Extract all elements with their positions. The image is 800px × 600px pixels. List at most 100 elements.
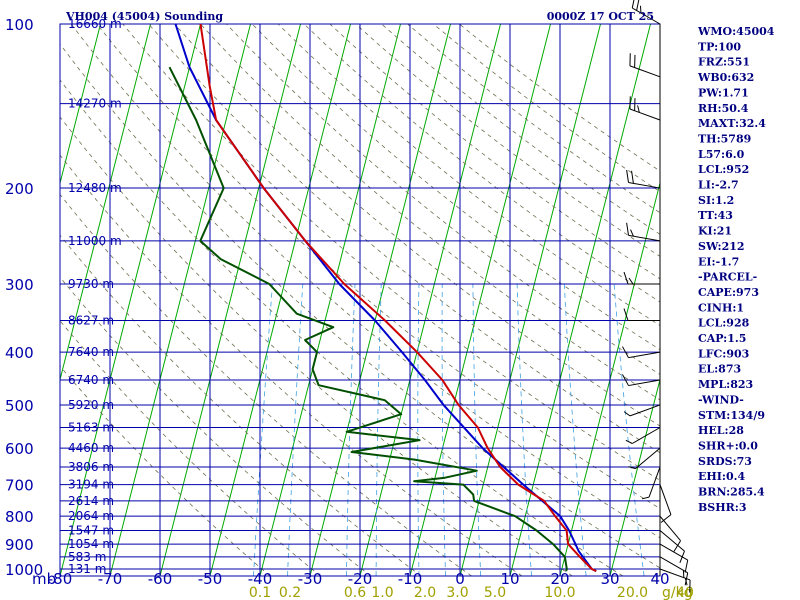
mixing-ratio-line: [375, 283, 382, 576]
isotherm-line: [359, 24, 501, 576]
index-value: EHI:0.4: [698, 470, 745, 483]
mixing-ratio-line: [346, 283, 356, 576]
mixing-ratio-label: 20.0: [617, 585, 648, 600]
wind-barb-flag: [673, 540, 681, 552]
pressure-tick-label: 700: [5, 477, 34, 495]
index-value: SRDS:73: [698, 455, 752, 468]
isotherm-line: [760, 24, 800, 576]
wind-barb-flag: [660, 514, 672, 523]
isotherm-line: [159, 24, 301, 576]
index-value: -WIND-: [698, 393, 744, 406]
wind-barb: [629, 96, 661, 121]
isotherm-line: [60, 24, 101, 186]
wind-barb-flag: [631, 0, 635, 9]
wind-barb-staff: [629, 404, 661, 417]
temperature-tick-label: 10: [500, 570, 519, 588]
temperature-tick-label: -20: [348, 570, 373, 588]
temperature-tick-label: -60: [148, 570, 173, 588]
wind-barb: [626, 222, 661, 242]
wind-barb: [641, 466, 661, 500]
pressure-tick-label: 500: [5, 397, 34, 415]
isotherm-line: [60, 24, 151, 382]
wind-barb-flag: [626, 222, 629, 236]
pressure-tick-label: 300: [5, 276, 34, 294]
dry-adiabat-line: [277, 24, 660, 327]
dry-adiabat-line: [96, 24, 660, 510]
pressure-tick-label: 900: [5, 536, 34, 554]
index-value: L57:6.0: [698, 148, 745, 161]
index-panel: WMO:45004 TP:100 FRZ:551 WB0:632 PW:1.71 RH:5…: [697, 25, 775, 514]
index-value: MPL:823: [698, 378, 753, 391]
wind-barb-staff: [632, 427, 661, 444]
height-labels: 16660 m 14270 m 12480 m 11000 m 9730 m 8627 m…: [68, 17, 122, 576]
height-label: 7640 m: [68, 345, 114, 359]
wind-barb: [659, 515, 681, 552]
temperature-tick-label: 30: [600, 570, 619, 588]
temperature-tick-label: -50: [198, 570, 223, 588]
isotherm-line: [309, 24, 451, 576]
height-label: 3194 m: [68, 478, 114, 492]
wind-barb: [659, 568, 691, 593]
pressure-tick-label: 600: [5, 440, 34, 458]
isotherm-line: [209, 24, 351, 576]
wind-barb-flag: [636, 0, 640, 11]
wind-barb-staff: [628, 182, 661, 189]
wind-barb-staff: [632, 7, 661, 25]
index-value: RH:50.4: [698, 102, 749, 115]
dry-adiabat-line: [70, 24, 660, 539]
index-value: SHR+:0.0: [698, 439, 758, 452]
wind-barb-staff: [659, 515, 681, 542]
dry-adiabat-line: [148, 24, 660, 454]
wind-barb: [623, 404, 661, 417]
index-value: MAXT:32.4: [698, 117, 766, 130]
height-label: 8627 m: [68, 314, 114, 328]
mixing-ratio-line: [287, 283, 304, 576]
height-label: 11000 m: [68, 234, 122, 248]
mixing-ratio-label: 2.0: [414, 585, 436, 600]
wind-barb-flag: [626, 169, 629, 183]
wind-barb-flag: [623, 308, 629, 321]
wind-barb-flag: [684, 578, 688, 586]
mixing-ratio-line: [417, 283, 420, 576]
index-value: SW:212: [698, 240, 745, 253]
index-value: STM:134/9: [698, 409, 765, 422]
index-value: HEL:28: [698, 424, 744, 437]
wind-barb-staff: [659, 568, 691, 581]
index-value: TP:100: [698, 40, 741, 53]
index-value: EI:-1.7: [698, 255, 739, 268]
index-value: TH:5789: [698, 132, 751, 145]
temperature-tick-label: -70: [98, 570, 123, 588]
index-value: TT:43: [698, 209, 733, 222]
wind-barb: [623, 308, 660, 322]
index-value: FRZ:551: [698, 56, 750, 69]
index-value: CINH:1: [698, 301, 744, 314]
height-label: 1054 m: [68, 537, 114, 551]
height-label: 5920 m: [68, 398, 114, 412]
index-value: WMO:45004: [697, 25, 775, 38]
wind-barb: [659, 484, 672, 523]
height-label: 5163 m: [68, 421, 114, 435]
wind-barb-staff: [659, 484, 672, 515]
height-label: 3806 m: [68, 460, 114, 474]
pressure-tick-label: 1000: [5, 561, 43, 579]
wind-barb-flag: [684, 559, 689, 573]
pressure-tick-label: 200: [5, 180, 34, 198]
dry-adiabat-line: [60, 276, 371, 576]
temperature-tick-label: -30: [298, 570, 323, 588]
wind-barb-staff: [628, 379, 661, 387]
isotherm-line: [609, 377, 660, 576]
chart-datetime: 0000Z 17 OCT 25: [547, 10, 654, 23]
index-value: LI:-2.7: [698, 179, 739, 192]
wind-barb-staff: [628, 234, 661, 242]
height-label: 4460 m: [68, 441, 114, 455]
pressure-unit-label: mb: [32, 570, 56, 588]
wind-barb-staff: [629, 65, 661, 78]
wind-barb-staff: [659, 543, 688, 561]
wind-barb-flag: [622, 346, 629, 358]
mixing-ratio-line: [472, 283, 482, 576]
temperature-tick-label: -10: [398, 570, 423, 588]
height-label: 6740 m: [68, 373, 114, 387]
wind-barbs: [622, 0, 691, 593]
dry-adiabat-line: [60, 116, 573, 576]
